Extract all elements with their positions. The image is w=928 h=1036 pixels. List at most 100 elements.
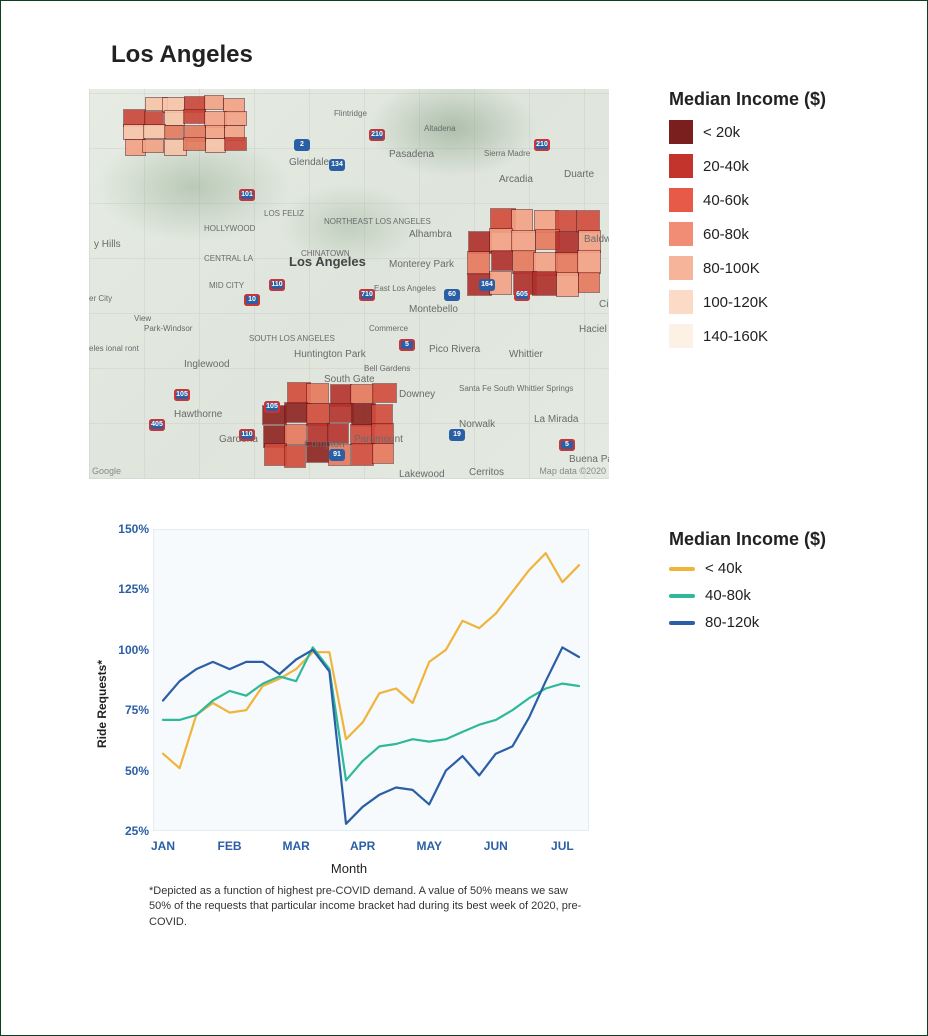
map-city-label: MID CITY: [209, 281, 244, 290]
highway-shield-icon: 60: [444, 289, 460, 301]
choropleth-cell: [330, 404, 353, 422]
choropleth-cell: [512, 231, 535, 251]
map-city-label: y Hills: [94, 239, 121, 250]
legend-label: 40-60k: [703, 192, 749, 209]
choropleth-cell: [307, 384, 327, 404]
highway-shield-icon: 105: [174, 389, 190, 401]
choropleth-cell: [577, 211, 598, 232]
map-city-label: Cerritos: [469, 467, 504, 478]
highway-shield-icon: 210: [534, 139, 550, 151]
choropleth-cell: [372, 405, 392, 424]
map-city-label: Alhambra: [409, 229, 452, 240]
chart-legend: Median Income ($) < 40k40-80k80-120k: [669, 529, 826, 930]
choropleth-cell: [556, 211, 576, 231]
map-legend-item: 60-80k: [669, 222, 826, 246]
map-legend-title: Median Income ($): [669, 89, 826, 110]
legend-label: 80-100K: [703, 260, 760, 277]
chart-section: Ride Requests* 25%50%75%100%125%150%JANF…: [71, 529, 857, 930]
map-city-label: LOS FELIZ: [264, 209, 304, 218]
choropleth-cell: [351, 385, 373, 403]
choropleth-cell: [265, 444, 286, 464]
chart-x-tick: MAR: [282, 839, 309, 853]
highway-shield-icon: 605: [514, 289, 530, 301]
map-city-label: HOLLYWOOD: [204, 224, 255, 233]
choropleth-cell: [145, 112, 163, 125]
choropleth-cell: [124, 125, 145, 140]
chart-y-tick: 75%: [109, 703, 149, 717]
choropleth-cell: [557, 273, 578, 296]
map-city-label: La Mirada: [534, 414, 578, 425]
chart-y-tick: 125%: [109, 582, 149, 596]
highway-shield-icon: 5: [559, 439, 575, 451]
chart-x-tick: MAY: [416, 839, 442, 853]
map-city-label: Baldw: [584, 234, 609, 245]
chart-y-tick: 50%: [109, 764, 149, 778]
legend-swatch: [669, 290, 693, 314]
map-legend-item: < 20k: [669, 120, 826, 144]
map-city-label: Pasadena: [389, 149, 434, 160]
highway-shield-icon: 405: [149, 419, 165, 431]
highway-shield-icon: 164: [479, 279, 495, 291]
legend-label: < 20k: [703, 124, 740, 141]
choropleth-cell: [205, 96, 223, 109]
choropleth-cell: [126, 140, 145, 155]
map-city-label: Montebello: [409, 304, 458, 315]
chart-y-tick: 100%: [109, 643, 149, 657]
chart-x-tick: JAN: [151, 839, 175, 853]
chart-y-tick: 25%: [109, 824, 149, 838]
map-city-label: Commerce: [369, 324, 408, 333]
choropleth-cell: [144, 125, 166, 138]
choropleth-cell: [124, 110, 145, 125]
map-city-label: Sierra Madre: [484, 149, 530, 158]
highway-shield-icon: 10: [244, 294, 260, 306]
choropleth-cell: [225, 138, 245, 151]
chart-legend-item: 80-120k: [669, 614, 826, 631]
legend-line-swatch: [669, 567, 695, 571]
map-city-label: NORTHEAST LOS ANGELES: [324, 217, 431, 226]
map-legend-item: 20-40k: [669, 154, 826, 178]
choropleth-cell: [533, 272, 556, 294]
legend-label: 100-120K: [703, 294, 768, 311]
choropleth-cell: [469, 232, 490, 253]
map-city-label: Huntington Park: [294, 349, 366, 360]
legend-label: 60-80k: [703, 226, 749, 243]
legend-label: < 40k: [705, 560, 742, 577]
highway-shield-icon: 19: [449, 429, 465, 441]
choropleth-cell: [373, 384, 396, 402]
map-city-label: South Gate: [324, 374, 375, 385]
legend-swatch: [669, 256, 693, 280]
legend-swatch: [669, 188, 693, 212]
highway-shield-icon: 110: [239, 429, 255, 441]
la-choropleth-map: Google Map data ©2020 Los AngelesGlendal…: [89, 89, 609, 479]
chart-legend-item: 40-80k: [669, 587, 826, 604]
choropleth-cell: [285, 446, 305, 467]
choropleth-cell: [556, 253, 578, 275]
highway-shield-icon: 710: [359, 289, 375, 301]
map-city-label: CHINATOWN: [301, 249, 350, 258]
choropleth-cell: [184, 110, 204, 123]
map-city-label: Hawthorne: [174, 409, 222, 420]
choropleth-cell: [285, 425, 306, 444]
map-section: Google Map data ©2020 Los AngelesGlendal…: [71, 89, 857, 479]
chart-legend-item: < 40k: [669, 560, 826, 577]
choropleth-cell: [205, 112, 226, 126]
map-city-label: Flintridge: [334, 109, 367, 118]
choropleth-cell: [165, 126, 183, 138]
choropleth-cell: [165, 111, 184, 125]
map-legend-item: 140-160K: [669, 324, 826, 348]
choropleth-cell: [492, 251, 513, 271]
map-attribution-right: Map data ©2020: [539, 466, 606, 476]
map-city-label: Whittier: [509, 349, 543, 360]
choropleth-cell: [579, 273, 600, 292]
chart-x-tick: JUL: [551, 839, 574, 853]
choropleth-cell: [184, 138, 205, 150]
choropleth-cell: [373, 444, 393, 464]
choropleth-cell: [307, 404, 329, 424]
chart-series-line: [163, 553, 579, 768]
choropleth-cell: [468, 252, 488, 274]
map-city-label: Altadena: [424, 124, 456, 133]
chart-x-axis-label: Month: [89, 861, 609, 876]
map-city-label: eles ional ront: [89, 344, 139, 353]
legend-label: 20-40k: [703, 158, 749, 175]
map-city-label: East Los Angeles: [374, 284, 436, 293]
